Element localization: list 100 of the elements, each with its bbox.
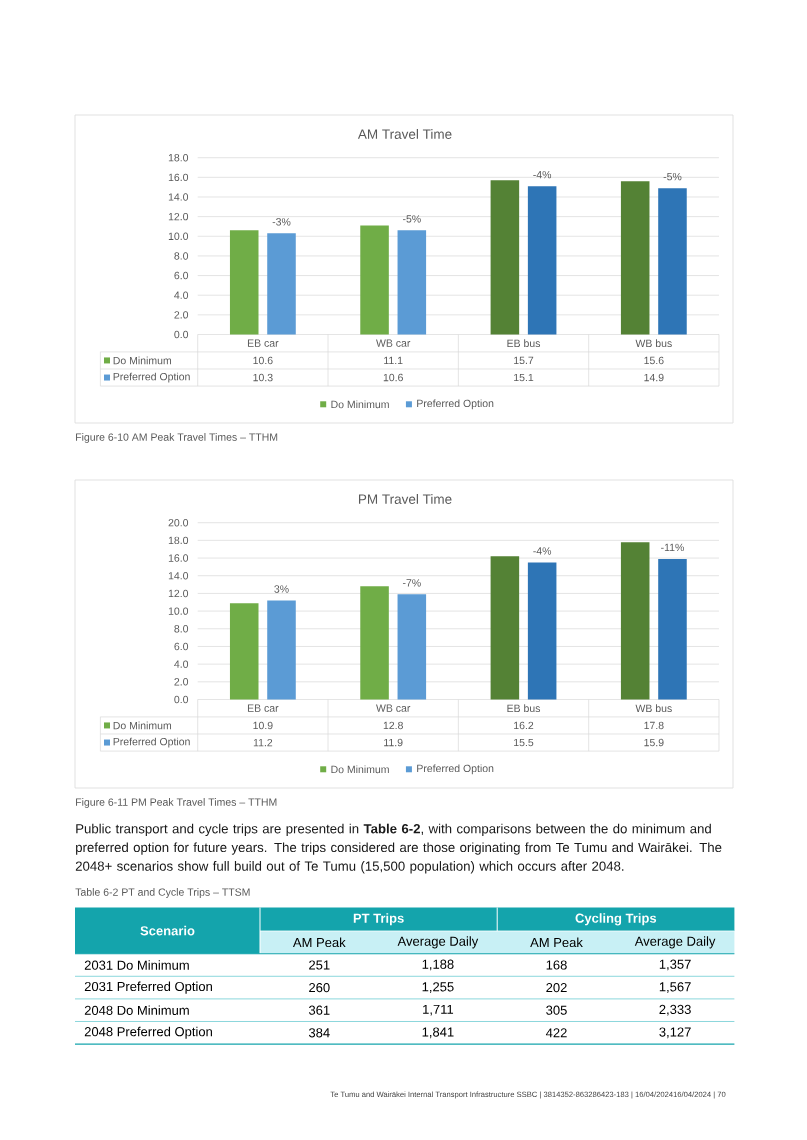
data-label: 15.6	[644, 356, 664, 365]
y-tick-label: 14.0	[168, 572, 189, 580]
legend-label: Preferred Option	[417, 764, 494, 775]
data-label: 305	[546, 1005, 567, 1015]
annotation: -4%	[533, 547, 552, 555]
text: Preferred Option	[113, 372, 190, 383]
data-label: 15.1	[514, 373, 534, 382]
data-label: 1,357	[659, 959, 691, 971]
annotation: -11%	[661, 543, 684, 552]
legend-label: Do Minimum	[113, 721, 171, 730]
y-tick-label: 6.0	[174, 642, 189, 651]
text: Preferred Option	[113, 737, 190, 748]
text: Table 6-2 PT and Cycle Trips – TTSM	[75, 888, 250, 898]
y-tick-label: 2.0	[174, 311, 189, 319]
y-tick-label: 12.0	[168, 212, 189, 221]
data-label: 2,333	[659, 1004, 691, 1016]
annotation: -4%	[533, 171, 552, 179]
x-tick-label: WB bus	[635, 704, 672, 713]
data-label: 10.9	[253, 721, 273, 730]
bar	[527, 186, 557, 335]
x-tick-label: EB bus	[507, 339, 541, 348]
y-tick-label: 18.0	[168, 536, 189, 545]
category-label: 2048 Preferred Option	[84, 1026, 212, 1039]
text: Average Daily	[397, 936, 479, 949]
data-label: 11.2	[253, 738, 273, 747]
x-tick-label: EB car	[247, 704, 279, 712]
y-tick-label: 8.0	[174, 625, 189, 633]
y-tick-label: 10.0	[168, 232, 189, 240]
text: Do Minimum	[331, 400, 389, 409]
y-tick-label: 0.0	[174, 330, 189, 339]
data-label: 251	[309, 960, 330, 970]
data-label: 15.7	[514, 356, 534, 365]
data-label: 202	[546, 982, 567, 993]
category-label: 2031 Do Minimum	[84, 960, 189, 970]
x-tick-label: EB car	[247, 339, 279, 347]
data-label: 168	[546, 960, 567, 970]
bar	[527, 562, 557, 700]
bar	[490, 180, 520, 335]
bar	[360, 225, 389, 335]
text: Cycling Trips	[575, 913, 657, 926]
y-tick-label: 4.0	[174, 291, 189, 299]
x-tick-label: WB bus	[635, 339, 672, 348]
data-label: 361	[308, 1005, 330, 1015]
data-label: 260	[309, 982, 330, 993]
data-label: 16.2	[514, 721, 534, 730]
data-label: 1,711	[423, 1004, 454, 1016]
annotation: 3%	[274, 585, 289, 593]
text: Scenario	[140, 925, 195, 936]
y-tick-label: 16.0	[168, 173, 189, 182]
category-label: 2048 Do Minimum	[84, 1005, 189, 1015]
data-label: 1,188	[422, 959, 454, 971]
text: Public transport and cycle trips are presented in Table 6-2, with comparisons between the do minimum and preferred option for future years. The trips considered are those originating from Te Tumu and Wairākei. The 2048+ scenarios show full build out of Te Tumu (15,500 population) which occurs after 2048.	[75, 823, 722, 874]
data-label: 1,567	[659, 982, 691, 993]
data-label: 422	[545, 1028, 567, 1038]
caption: Figure 6-11 PM Peak Travel Times – TTHM	[76, 798, 277, 808]
y-tick-label: 16.0	[168, 554, 189, 562]
y-tick-label: 2.0	[174, 678, 189, 686]
data-label: 11.1	[384, 356, 403, 365]
y-tick-label: 12.0	[168, 589, 189, 598]
y-tick-label: 18.0	[168, 153, 189, 162]
annotation: -7%	[402, 579, 421, 587]
text: Do Minimum	[331, 765, 389, 774]
annotation: -5%	[663, 172, 682, 181]
bar	[397, 594, 427, 700]
data-label: 14.9	[644, 373, 664, 382]
annotation: -5%	[402, 215, 421, 223]
y-tick-label: 6.0	[174, 271, 189, 280]
bar	[490, 556, 520, 700]
y-tick-label: 20.0	[168, 518, 189, 527]
chart-title: PM Travel Time	[358, 494, 452, 504]
caption: Figure 6-10 AM Peak Travel Times – TTHM	[76, 433, 278, 443]
data-label: 17.8	[644, 721, 664, 730]
text: AM Peak	[292, 937, 346, 948]
chart-title: AM Travel Time	[357, 129, 452, 139]
legend-label: Preferred Option	[417, 399, 494, 410]
bar	[267, 600, 296, 700]
y-tick-label: 4.0	[174, 660, 189, 668]
bar	[658, 188, 687, 335]
data-label: 10.3	[253, 373, 273, 382]
data-label: 1,841	[422, 1027, 454, 1039]
x-tick-label: WB car	[376, 704, 411, 712]
text: Average Daily	[634, 936, 716, 949]
data-label: 15.5	[514, 738, 534, 747]
y-tick-label: 10.0	[168, 607, 189, 615]
bar	[267, 233, 296, 335]
bar	[620, 181, 650, 335]
bar	[620, 542, 650, 700]
data-label: 384	[308, 1028, 330, 1038]
data-label: 12.8	[383, 721, 403, 730]
x-tick-label: EB bus	[507, 704, 541, 713]
data-label: 11.9	[384, 738, 403, 747]
bar	[229, 230, 259, 335]
text: AM Peak	[530, 937, 583, 948]
bar	[360, 586, 389, 700]
data-label: 10.6	[253, 356, 273, 365]
data-label: 3,127	[659, 1027, 691, 1039]
bar	[229, 603, 259, 700]
text: PT Trips	[353, 913, 404, 926]
data-label: 1,255	[422, 982, 454, 993]
y-tick-label: 8.0	[174, 252, 189, 260]
